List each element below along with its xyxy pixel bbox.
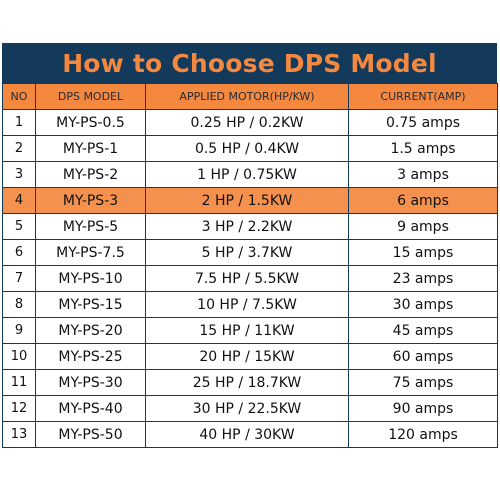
cell-no: 12	[2, 395, 36, 422]
table-body: 1 MY-PS-0.5 0.25 HP / 0.2KW 0.75 amps 2 …	[2, 109, 498, 448]
header-no: NO	[2, 83, 36, 110]
table-row: 9 MY-PS-20 15 HP / 11KW 45 amps	[2, 317, 498, 344]
cell-current: 60 amps	[348, 343, 498, 370]
cell-current: 90 amps	[348, 395, 498, 422]
cell-model: MY-PS-15	[35, 291, 146, 318]
cell-motor: 5 HP / 3.7KW	[145, 239, 349, 266]
cell-no: 11	[2, 369, 36, 396]
table-row-highlighted: 4 MY-PS-3 2 HP / 1.5KW 6 amps	[2, 187, 498, 214]
cell-no: 7	[2, 265, 36, 292]
cell-no: 9	[2, 317, 36, 344]
cell-motor: 3 HP / 2.2KW	[145, 213, 349, 240]
cell-no: 13	[2, 421, 36, 448]
cell-current: 23 amps	[348, 265, 498, 292]
cell-motor: 30 HP / 22.5KW	[145, 395, 349, 422]
table-row: 13 MY-PS-50 40 HP / 30KW 120 amps	[2, 421, 498, 448]
cell-no: 2	[2, 135, 36, 162]
cell-no: 4	[2, 187, 36, 214]
cell-no: 6	[2, 239, 36, 266]
cell-no: 10	[2, 343, 36, 370]
cell-motor: 0.5 HP / 0.4KW	[145, 135, 349, 162]
cell-model: MY-PS-1	[35, 135, 146, 162]
chart-title: How to Choose DPS Model	[2, 43, 497, 83]
cell-model: MY-PS-7.5	[35, 239, 146, 266]
cell-model: MY-PS-20	[35, 317, 146, 344]
table-row: 2 MY-PS-1 0.5 HP / 0.4KW 1.5 amps	[2, 135, 498, 162]
cell-model: MY-PS-40	[35, 395, 146, 422]
header-row: NO DPS MODEL APPLIED MOTOR(HP/KW) CURREN…	[2, 83, 498, 110]
cell-motor: 0.25 HP / 0.2KW	[145, 109, 349, 136]
cell-current: 15 amps	[348, 239, 498, 266]
cell-model: MY-PS-25	[35, 343, 146, 370]
cell-motor: 25 HP / 18.7KW	[145, 369, 349, 396]
cell-model: MY-PS-10	[35, 265, 146, 292]
cell-motor: 40 HP / 30KW	[145, 421, 349, 448]
table-row: 1 MY-PS-0.5 0.25 HP / 0.2KW 0.75 amps	[2, 109, 498, 136]
cell-current: 0.75 amps	[348, 109, 498, 136]
header-current: CURRENT(AMP)	[348, 83, 498, 110]
table-row: 7 MY-PS-10 7.5 HP / 5.5KW 23 amps	[2, 265, 498, 292]
cell-current: 30 amps	[348, 291, 498, 318]
cell-no: 8	[2, 291, 36, 318]
cell-model: MY-PS-2	[35, 161, 146, 188]
table-row: 11 MY-PS-30 25 HP / 18.7KW 75 amps	[2, 369, 498, 396]
header-motor: APPLIED MOTOR(HP/KW)	[145, 83, 349, 110]
cell-current: 45 amps	[348, 317, 498, 344]
cell-motor: 2 HP / 1.5KW	[145, 187, 349, 214]
table-row: 5 MY-PS-5 3 HP / 2.2KW 9 amps	[2, 213, 498, 240]
cell-current: 9 amps	[348, 213, 498, 240]
cell-motor: 10 HP / 7.5KW	[145, 291, 349, 318]
cell-motor: 1 HP / 0.75KW	[145, 161, 349, 188]
cell-current: 120 amps	[348, 421, 498, 448]
table-row: 10 MY-PS-25 20 HP / 15KW 60 amps	[2, 343, 498, 370]
cell-no: 5	[2, 213, 36, 240]
cell-model: MY-PS-5	[35, 213, 146, 240]
table-row: 6 MY-PS-7.5 5 HP / 3.7KW 15 amps	[2, 239, 498, 266]
cell-current: 1.5 amps	[348, 135, 498, 162]
table-row: 8 MY-PS-15 10 HP / 7.5KW 30 amps	[2, 291, 498, 318]
cell-model: MY-PS-50	[35, 421, 146, 448]
cell-current: 75 amps	[348, 369, 498, 396]
cell-motor: 15 HP / 11KW	[145, 317, 349, 344]
dps-model-table: NO DPS MODEL APPLIED MOTOR(HP/KW) CURREN…	[2, 83, 498, 448]
table-row: 12 MY-PS-40 30 HP / 22.5KW 90 amps	[2, 395, 498, 422]
cell-current: 6 amps	[348, 187, 498, 214]
table-row: 3 MY-PS-2 1 HP / 0.75KW 3 amps	[2, 161, 498, 188]
cell-no: 3	[2, 161, 36, 188]
cell-model: MY-PS-0.5	[35, 109, 146, 136]
cell-model: MY-PS-30	[35, 369, 146, 396]
cell-no: 1	[2, 109, 36, 136]
cell-current: 3 amps	[348, 161, 498, 188]
cell-model: MY-PS-3	[35, 187, 146, 214]
dps-model-chart: How to Choose DPS Model NO DPS MODEL APP…	[2, 43, 498, 448]
cell-motor: 7.5 HP / 5.5KW	[145, 265, 349, 292]
cell-motor: 20 HP / 15KW	[145, 343, 349, 370]
header-model: DPS MODEL	[35, 83, 146, 110]
